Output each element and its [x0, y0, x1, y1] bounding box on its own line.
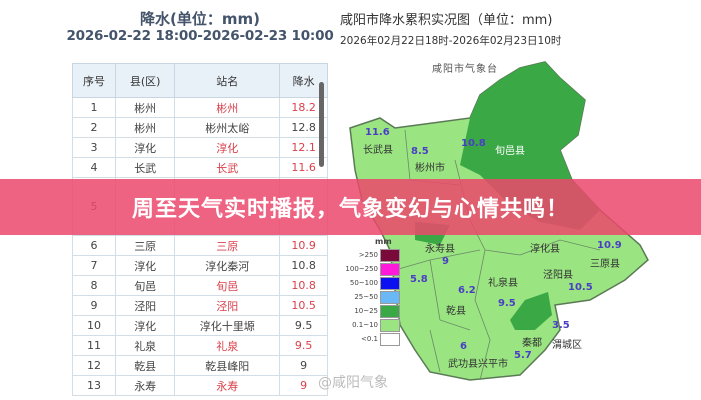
headline-banner: 周至天气实时播报，气象变幻与心情共鸣！ — [0, 178, 701, 235]
header-no: 序号 — [71, 63, 117, 98]
legend-item: 50~100 — [340, 277, 400, 290]
table-row: 8 旬邑 旬邑 10.8 — [71, 275, 328, 296]
legend-label: 25~50 — [354, 293, 378, 301]
value-label: 5.8 — [410, 274, 428, 285]
row-county: 三原 — [115, 235, 176, 256]
value-label: 8.5 — [411, 146, 429, 157]
legend-item: >250 — [340, 249, 400, 262]
legend-swatch — [380, 277, 400, 290]
county-label: 长武县 — [363, 145, 393, 156]
legend-unit: mm — [375, 237, 392, 246]
value-label: 5.7 — [514, 350, 532, 361]
legend-label: <0.1 — [361, 335, 378, 343]
value-label: 6 — [460, 341, 467, 352]
legend-swatch — [380, 291, 400, 304]
value-label: 6.2 — [458, 285, 476, 296]
header-county: 县(区) — [115, 63, 176, 98]
row-rain: 11.6 — [279, 157, 328, 178]
table-row: 1 彬州 彬州 18.2 — [71, 97, 328, 118]
table-row: 13 永寿 永寿 9 — [71, 375, 328, 396]
legend-swatch — [380, 319, 400, 332]
row-county: 乾县 — [115, 355, 176, 376]
value-label: 9.5 — [498, 298, 516, 309]
legend-item: 100~250 — [340, 263, 400, 276]
county-label: 泾阳县 — [543, 270, 573, 281]
county-label: 旬邑县 — [495, 146, 525, 157]
legend-item: 0.1~10 — [340, 319, 400, 332]
row-station: 泾阳 — [174, 295, 281, 316]
map-issuer: 咸阳市气象台 — [432, 64, 498, 75]
row-county: 泾阳 — [115, 295, 176, 316]
value-label: 10.9 — [597, 240, 622, 251]
legend-label: 10~25 — [354, 307, 378, 315]
row-rain: 9.5 — [279, 335, 328, 356]
value-label: 10.5 — [568, 282, 593, 293]
legend-item: <0.1 — [340, 333, 400, 346]
headline-text: 周至天气实时播报，气象变幻与心情共鸣！ — [131, 196, 569, 222]
legend-swatch — [380, 333, 400, 346]
legend-label: 100~250 — [345, 265, 378, 273]
table-row: 4 长武 长武 11.6 — [71, 157, 328, 178]
row-station: 永寿 — [174, 375, 281, 396]
map-period: 2026年02月22日18时-2026年02月23日10时 — [340, 35, 562, 47]
legend-swatch — [380, 263, 400, 276]
county-label: 武功县 — [448, 359, 478, 370]
row-rain: 10.5 — [279, 295, 328, 316]
county-label: 兴平市 — [478, 359, 508, 370]
value-label: 3.5 — [552, 320, 570, 331]
row-county: 彬州 — [115, 117, 176, 138]
row-rain: 10.8 — [279, 275, 328, 296]
county-label: 淳化县 — [530, 244, 560, 255]
legend-label: >250 — [358, 251, 378, 259]
county-label: 乾县 — [446, 306, 466, 317]
row-county: 永寿 — [115, 375, 176, 396]
legend-item: 10~25 — [340, 305, 400, 318]
county-label: 永寿县 — [425, 244, 455, 255]
value-label: 10.8 — [461, 138, 486, 149]
value-label: 9 — [442, 256, 449, 267]
row-rain: 9.5 — [279, 315, 328, 336]
table-row: 10 淳化 淳化十里塬 9.5 — [71, 315, 328, 336]
row-rain: 10.8 — [279, 255, 328, 276]
legend-item: 25~50 — [340, 291, 400, 304]
value-label: 11.6 — [365, 127, 390, 138]
legend-swatch — [380, 305, 400, 318]
county-label: 三原县 — [590, 259, 620, 270]
row-rain: 9 — [279, 375, 328, 396]
table-scrollbar[interactable] — [319, 82, 324, 167]
legend-swatch — [380, 249, 400, 262]
table-title: 降水(单位：mm) — [140, 10, 260, 28]
county-label: 渭城区 — [552, 340, 582, 351]
county-label: 秦都 — [522, 338, 542, 349]
row-county: 淳化 — [115, 315, 176, 336]
map-title: 咸阳市降水累积实况图（单位：mm) — [340, 13, 553, 28]
row-rain: 10.9 — [279, 235, 328, 256]
map-region-dark — [510, 292, 552, 330]
header-station: 站名 — [174, 63, 281, 98]
table-row: 6 三原 三原 10.9 — [71, 235, 328, 256]
county-label: 彬州市 — [415, 163, 445, 174]
table-period: 2026-02-22 18:00-2026-02-23 10:00 — [66, 28, 334, 44]
county-label: 礼泉县 — [488, 278, 518, 289]
legend-label: 50~100 — [349, 279, 378, 287]
row-no: 12 — [71, 355, 117, 376]
legend-label: 0.1~10 — [352, 321, 378, 329]
row-rain: 18.2 — [279, 97, 328, 118]
table-row: 9 泾阳 泾阳 10.5 — [71, 295, 328, 316]
row-no: 13 — [71, 375, 117, 396]
watermark: @咸阳气象 — [318, 375, 388, 391]
row-station: 三原 — [174, 235, 281, 256]
